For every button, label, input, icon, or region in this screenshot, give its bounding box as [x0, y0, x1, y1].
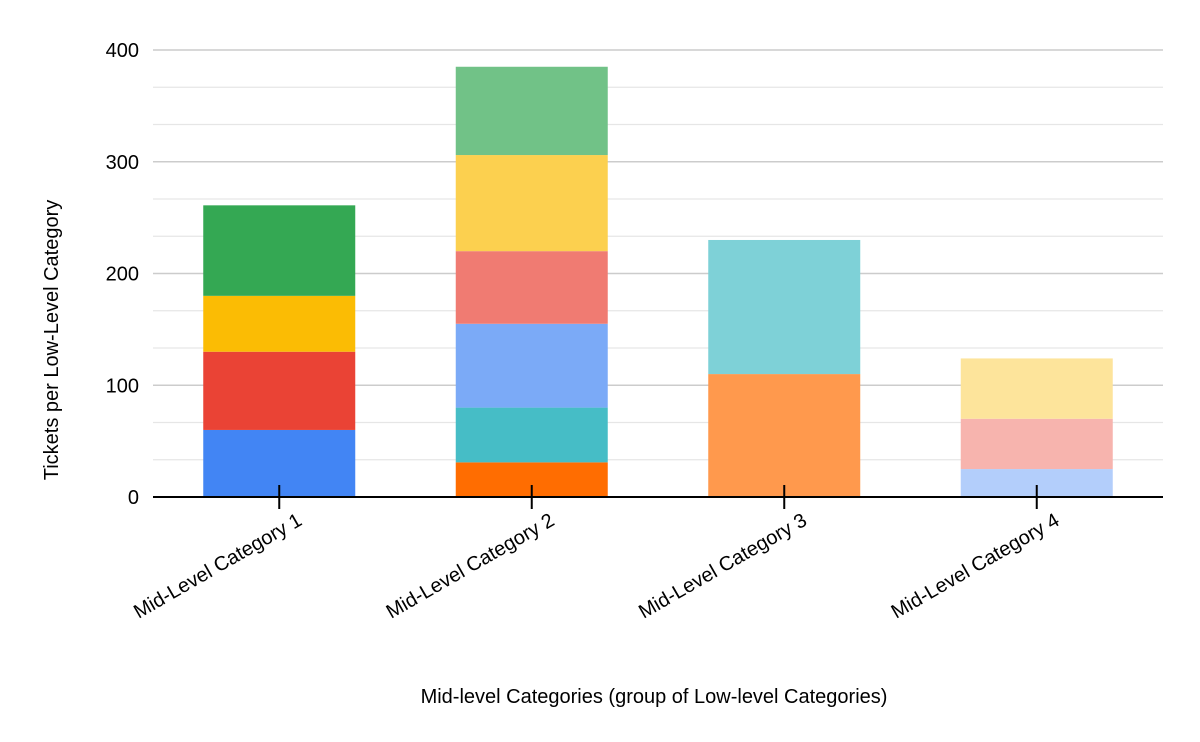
y-tick-label: 100	[106, 375, 139, 397]
bar-segment-cat2-seg5	[455, 155, 608, 252]
x-axis-title: Mid-level Categories (group of Low-level…	[421, 686, 888, 708]
bar-segment-cat1-seg3	[203, 295, 356, 352]
y-tick-label: 400	[106, 40, 139, 62]
bar-segment-cat2-seg2	[455, 407, 608, 463]
x-tick-label: Mid-Level Category 2	[383, 509, 559, 623]
bar-segment-cat1-seg2	[203, 351, 356, 430]
x-tick-label: Mid-Level Category 3	[635, 509, 811, 623]
bar-segment-cat3-seg2	[708, 239, 861, 375]
y-tick-label: 300	[106, 152, 139, 174]
axes	[153, 485, 1163, 509]
y-tick-labels: 0 100 200 300 400	[106, 40, 139, 509]
bar-segment-cat2-seg4	[455, 251, 608, 324]
bar-segment-cat3-seg1	[708, 374, 861, 497]
y-tick-label: 200	[106, 264, 139, 286]
bar-segment-cat2-seg3	[455, 323, 608, 408]
bar-segment-cat4-seg2	[960, 418, 1113, 470]
x-tick-label: Mid-Level Category 4	[888, 509, 1064, 623]
bar-segment-cat1-seg4	[203, 205, 356, 296]
bar-segment-cat2-seg6	[455, 66, 608, 156]
y-axis-title: Tickets per Low-Level Category	[41, 200, 63, 481]
x-tick-label: Mid-Level Category 1	[130, 509, 306, 623]
x-tick-labels: Mid-Level Category 1 Mid-Level Category 2…	[130, 509, 1063, 623]
bars	[203, 66, 1113, 497]
bar-segment-cat4-seg3	[960, 358, 1113, 419]
y-tick-label: 0	[128, 487, 139, 509]
